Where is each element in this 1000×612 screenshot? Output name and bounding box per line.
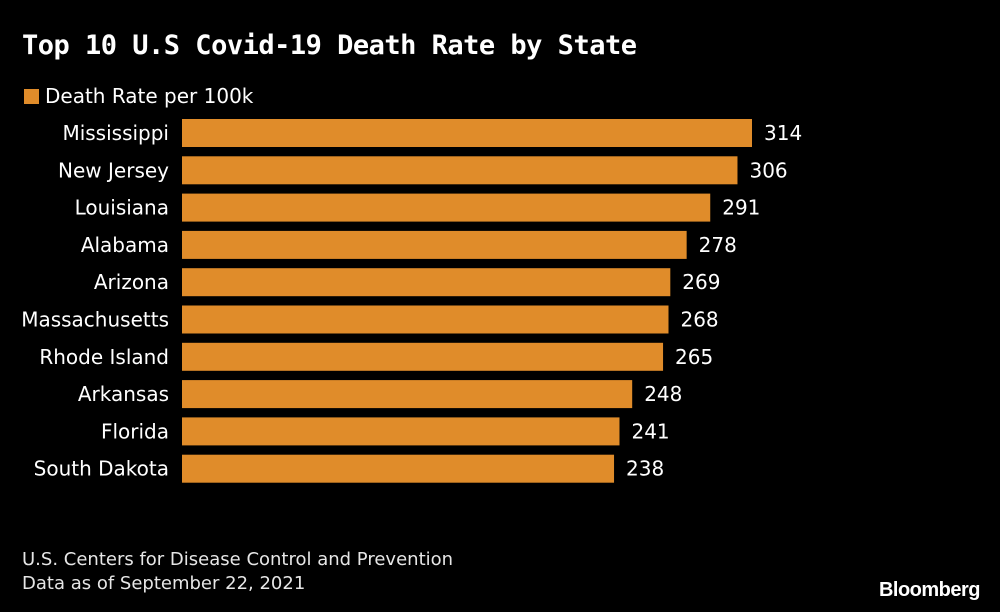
- data-label: 268: [680, 308, 718, 332]
- bar-arkansas: [182, 380, 633, 409]
- category-label: Mississippi: [62, 121, 169, 145]
- legend-label: Death Rate per 100k: [45, 84, 254, 108]
- data-label: 314: [764, 121, 802, 145]
- bloomberg-logo: Bloomberg: [878, 579, 981, 601]
- category-label: Louisiana: [75, 196, 169, 220]
- bar-arizona: [182, 268, 671, 297]
- bar-alabama: [182, 230, 687, 259]
- category-label: Florida: [101, 419, 169, 443]
- data-label: 306: [749, 158, 787, 182]
- legend-swatch: [24, 88, 39, 104]
- data-label: 269: [682, 270, 720, 294]
- bar-south-dakota: [182, 454, 615, 483]
- category-label: Alabama: [81, 233, 169, 257]
- chart-title: Top 10 U.S Covid-19 Death Rate by State: [22, 30, 637, 61]
- data-label: 241: [631, 419, 669, 443]
- legend: Death Rate per 100k: [24, 84, 253, 108]
- category-label: Rhode Island: [39, 345, 169, 369]
- data-label: 291: [722, 196, 760, 220]
- bar-florida: [182, 417, 620, 446]
- bar-massachusetts: [182, 305, 669, 334]
- data-label: 265: [675, 345, 713, 369]
- category-label: Arkansas: [78, 382, 169, 406]
- category-label: Arizona: [94, 270, 169, 294]
- category-label: New Jersey: [58, 158, 169, 182]
- bar-rhode-island: [182, 342, 664, 371]
- category-label: South Dakota: [34, 457, 169, 481]
- bar-louisiana: [182, 193, 711, 222]
- bar-mississippi: [182, 119, 752, 147]
- data-label: 278: [699, 233, 737, 257]
- data-label: 248: [644, 382, 682, 406]
- category-label: Massachusetts: [21, 308, 169, 332]
- bar-new-jersey: [182, 156, 738, 185]
- source-line-1: U.S. Centers for Disease Control and Pre…: [22, 549, 454, 570]
- data-label: 238: [626, 457, 664, 481]
- source-note: U.S. Centers for Disease Control and Pre…: [22, 548, 453, 596]
- source-line-2: Data as of September 22, 2021: [22, 573, 306, 594]
